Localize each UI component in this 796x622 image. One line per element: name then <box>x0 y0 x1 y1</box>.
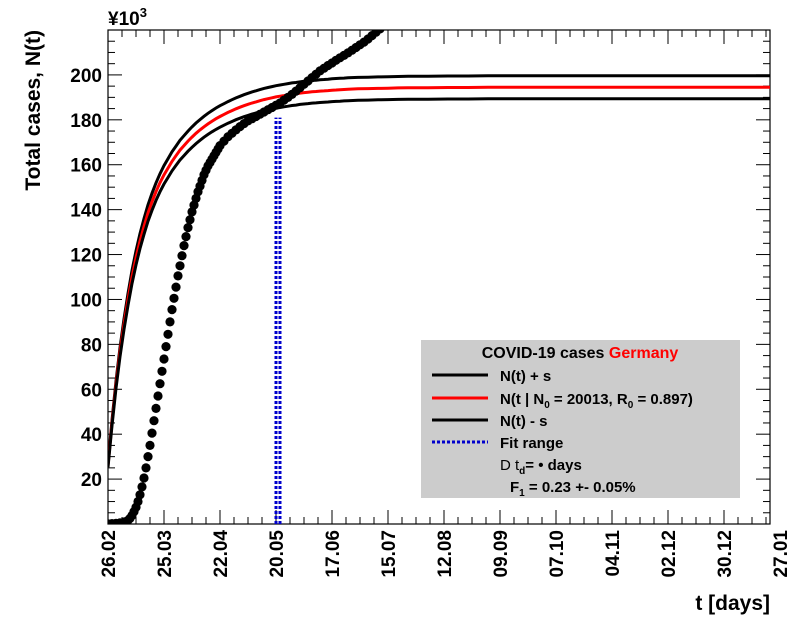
data-point <box>387 14 396 23</box>
data-point <box>399 4 408 13</box>
data-point <box>411 0 420 3</box>
x-tick-label: 17.06 <box>323 530 344 578</box>
data-point <box>141 463 151 473</box>
x-tick-label: 02.12 <box>659 530 680 578</box>
data-point <box>403 1 412 10</box>
data-point <box>169 293 179 303</box>
x-tick-label: 15.07 <box>379 530 400 578</box>
data-point <box>171 282 181 292</box>
data-points <box>108 0 420 524</box>
data-point <box>151 403 161 413</box>
y-tick-label: 60 <box>81 380 102 401</box>
data-point <box>375 30 385 34</box>
data-point <box>139 473 149 483</box>
data-point <box>163 329 173 339</box>
data-point <box>395 7 404 16</box>
x-tick-label: 04.11 <box>603 530 624 577</box>
y-tick-label: 140 <box>70 201 102 222</box>
legend-entry-lower: N(t) - s <box>500 413 548 430</box>
legend-entry-fit: N(t | N0 = 20013, R0 = 0.897) <box>500 391 693 411</box>
data-point <box>383 18 392 27</box>
data-point <box>185 215 195 225</box>
x-tick-label: 30.12 <box>715 530 736 578</box>
data-point <box>407 0 416 7</box>
data-point <box>383 30 385 31</box>
data-point <box>391 11 400 20</box>
y-tick-label: 100 <box>70 290 102 311</box>
y-tick-label: 160 <box>70 156 102 177</box>
fit-curve-1 <box>108 85 770 466</box>
y-tick-label: 180 <box>70 111 102 132</box>
data-point <box>181 232 191 242</box>
data-point <box>177 251 187 261</box>
data-point <box>159 354 169 364</box>
data-point <box>165 317 175 327</box>
legend-entry-upper: N(t) + s <box>500 368 551 385</box>
x-tick-label: 12.08 <box>435 530 456 578</box>
x-tick-label: 07.10 <box>547 530 568 578</box>
fit-range-lines <box>274 117 282 524</box>
y-tick-label: 120 <box>70 246 102 267</box>
y-tick-label: 20 <box>81 470 102 491</box>
data-point <box>155 379 165 389</box>
data-point <box>145 440 155 450</box>
y-axis-title: Total cases, N(t) <box>22 30 45 191</box>
y-tick-label: 200 <box>70 66 102 87</box>
data-point <box>153 391 163 401</box>
x-tick-label: 20.05 <box>267 530 288 578</box>
x-axis-title: t [days] <box>695 592 770 615</box>
data-point <box>161 342 171 352</box>
data-point <box>175 261 185 271</box>
data-point <box>137 482 147 492</box>
data-point <box>167 305 177 315</box>
x-tick-label: 25.03 <box>155 530 176 578</box>
y-multiplier: ¥103 <box>108 5 147 30</box>
data-point <box>149 416 159 426</box>
x-axis: 26.02 25.03 22.04 20.05 17.06 15.07 12.08 09.09… <box>99 30 792 578</box>
legend-entry-fit-range: Fit range <box>500 435 563 452</box>
data-point <box>183 223 193 233</box>
legend-title: COVID-19 cases Germany <box>482 345 679 362</box>
y-tick-label: 80 <box>81 335 102 356</box>
y-tick-label: 40 <box>81 425 102 446</box>
data-point <box>147 428 157 438</box>
legend-fraction: F1 = 0.23 +- 0.05% <box>510 479 636 499</box>
legend: COVID-19 cases Germany N(t) + s N(t | N0… <box>421 340 740 499</box>
x-tick-label: 26.02 <box>99 530 120 578</box>
fit-curve-0 <box>108 74 770 465</box>
data-point <box>157 366 167 376</box>
data-point <box>135 490 145 500</box>
legend-doubling-time: D td= • days <box>500 457 582 477</box>
x-tick-label: 22.04 <box>211 530 232 578</box>
x-tick-label: 27.01 <box>771 530 792 578</box>
data-point <box>173 271 183 281</box>
data-point <box>143 452 153 462</box>
data-point <box>179 241 189 251</box>
x-tick-label: 09.09 <box>491 530 512 578</box>
